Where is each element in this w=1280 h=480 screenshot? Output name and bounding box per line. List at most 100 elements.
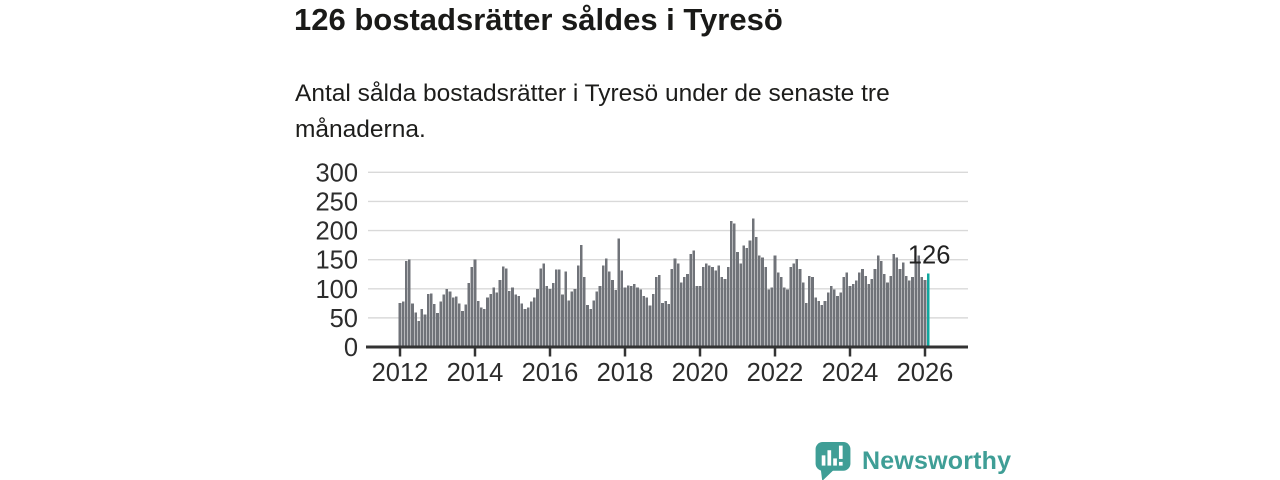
bar bbox=[823, 301, 827, 347]
bar bbox=[408, 259, 411, 347]
bar bbox=[458, 303, 461, 347]
bar bbox=[517, 295, 521, 347]
bar bbox=[914, 262, 917, 347]
bar bbox=[667, 303, 671, 347]
bar bbox=[776, 272, 780, 347]
newsworthy-logo: Newsworthy bbox=[814, 441, 1011, 480]
bar bbox=[745, 248, 749, 347]
bar bbox=[526, 307, 530, 347]
bar bbox=[533, 297, 536, 347]
bar bbox=[439, 301, 442, 347]
bar bbox=[411, 303, 414, 347]
bar bbox=[792, 263, 796, 347]
bar bbox=[661, 302, 664, 347]
x-axis-label: 2014 bbox=[447, 359, 504, 387]
bar bbox=[523, 309, 527, 347]
x-axis-tick bbox=[698, 348, 702, 357]
bar bbox=[826, 292, 830, 347]
bar bbox=[686, 274, 689, 347]
bar bbox=[592, 300, 596, 347]
bar bbox=[848, 285, 852, 347]
bar bbox=[829, 285, 833, 347]
bar bbox=[504, 268, 508, 347]
bar bbox=[839, 292, 842, 347]
bar bbox=[442, 294, 446, 347]
bar bbox=[904, 275, 908, 347]
bar bbox=[689, 253, 692, 347]
bar bbox=[836, 295, 839, 347]
bar bbox=[720, 277, 724, 347]
bar bbox=[886, 282, 889, 347]
x-axis-label: 2012 bbox=[372, 359, 429, 387]
bar bbox=[754, 236, 758, 347]
bar bbox=[729, 221, 733, 347]
bar bbox=[623, 287, 627, 347]
bar bbox=[598, 285, 602, 347]
bar bbox=[420, 309, 424, 347]
bar bbox=[773, 255, 777, 347]
bar bbox=[579, 245, 583, 347]
bar bbox=[873, 268, 877, 347]
bar bbox=[704, 263, 708, 347]
bar bbox=[923, 280, 927, 347]
bar bbox=[898, 268, 902, 347]
bar bbox=[558, 269, 561, 347]
bar bbox=[889, 275, 892, 347]
bar bbox=[508, 291, 511, 347]
bar bbox=[595, 291, 599, 347]
bar bbox=[742, 245, 746, 347]
bar bbox=[451, 297, 455, 347]
bar bbox=[820, 305, 824, 347]
bar bbox=[545, 285, 549, 347]
bar bbox=[833, 289, 836, 347]
bar bbox=[733, 223, 736, 347]
bar bbox=[892, 253, 896, 347]
y-axis-label: 300 bbox=[315, 159, 358, 187]
bar bbox=[433, 303, 436, 347]
bar bbox=[576, 265, 580, 347]
bar bbox=[614, 289, 617, 347]
bar bbox=[695, 285, 699, 347]
bar bbox=[404, 260, 408, 347]
x-axis-tick bbox=[623, 348, 627, 357]
bar bbox=[401, 301, 405, 347]
bar bbox=[398, 302, 402, 347]
bar bbox=[554, 269, 558, 347]
bar bbox=[636, 287, 639, 347]
y-axis-label: 0 bbox=[344, 334, 358, 362]
bar bbox=[908, 280, 911, 347]
bar bbox=[701, 267, 705, 347]
bar bbox=[648, 305, 652, 347]
y-axis-label: 200 bbox=[315, 218, 358, 246]
bar bbox=[539, 268, 542, 347]
bar bbox=[758, 255, 761, 347]
bar bbox=[761, 257, 764, 347]
bar bbox=[436, 313, 439, 347]
bar bbox=[414, 312, 417, 347]
bar bbox=[514, 294, 517, 347]
y-axis-label: 50 bbox=[330, 305, 358, 333]
bar bbox=[548, 288, 552, 347]
bar-chart: 0 50 100 150 200 250 300 2012 2014 2016 2018 2020 20… bbox=[298, 158, 998, 393]
bar bbox=[854, 280, 858, 347]
bar bbox=[883, 274, 886, 347]
bar bbox=[626, 285, 630, 347]
bar bbox=[876, 255, 880, 347]
bar bbox=[417, 320, 421, 347]
x-axis-label: 2022 bbox=[747, 359, 804, 387]
x-axis-label: 2024 bbox=[822, 359, 879, 387]
bar bbox=[764, 267, 767, 347]
bar bbox=[726, 267, 730, 347]
chart-title: 126 bostadsrätter såldes i Tyresö bbox=[294, 2, 783, 37]
bar bbox=[542, 263, 546, 347]
bar bbox=[561, 294, 564, 347]
bar bbox=[586, 305, 589, 347]
bar bbox=[551, 282, 555, 347]
bar bbox=[770, 287, 774, 347]
bar bbox=[779, 277, 783, 347]
bar bbox=[448, 291, 452, 347]
bar bbox=[639, 289, 642, 347]
bar bbox=[617, 238, 621, 347]
x-axis-tick bbox=[398, 348, 402, 357]
bar bbox=[714, 270, 717, 347]
